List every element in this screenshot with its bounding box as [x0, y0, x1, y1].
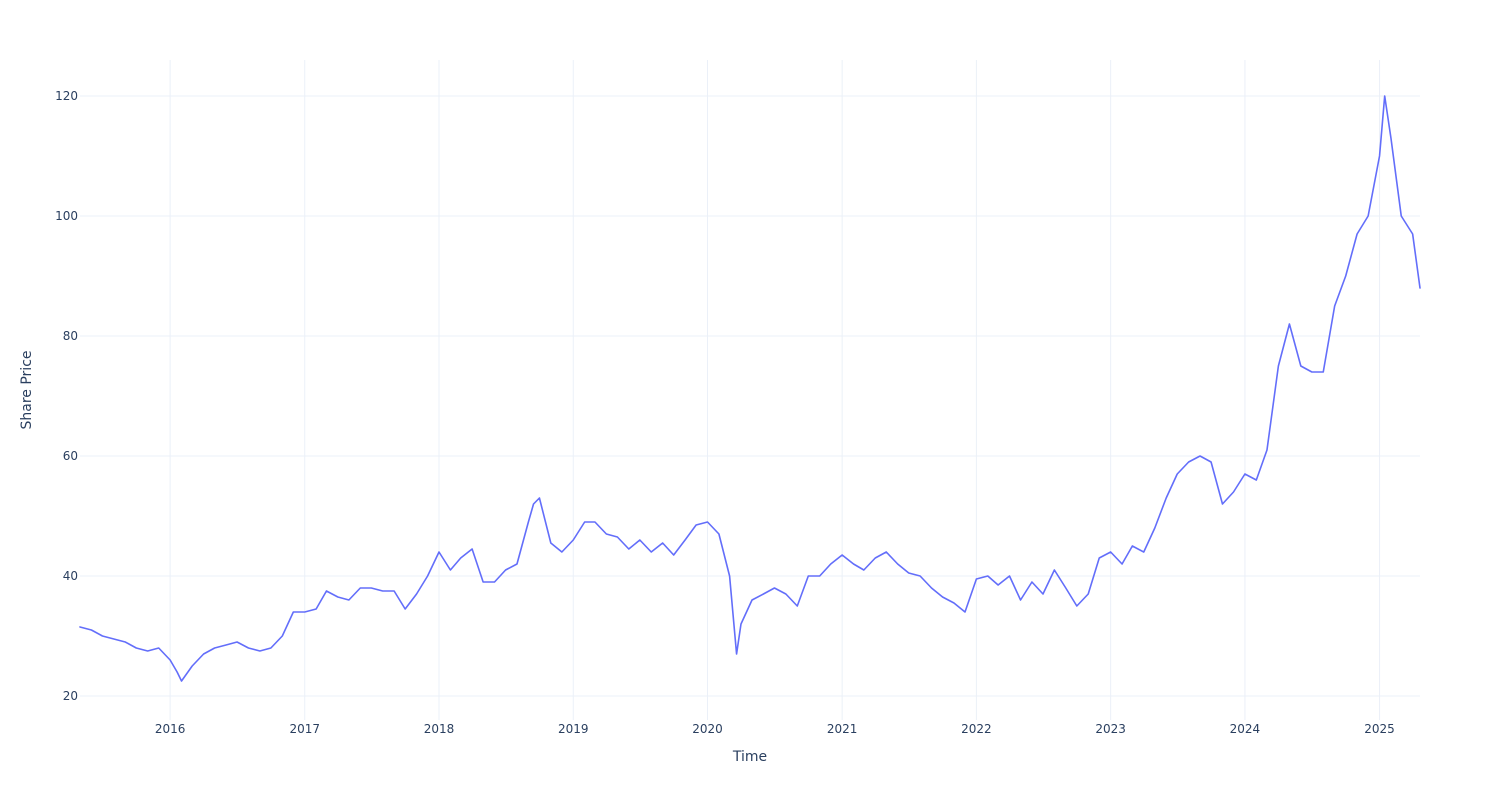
- y-axis-title: Share Price: [19, 350, 35, 429]
- x-gridlines: [169, 60, 1381, 720]
- x-tick-label: 2019: [558, 722, 589, 736]
- x-tick-label: 2023: [1095, 722, 1126, 736]
- y-axis-ticks: 20 40 60 80 100 120: [55, 89, 78, 703]
- y-tick-label: 80: [63, 329, 78, 343]
- y-tick-label: 60: [63, 449, 78, 463]
- series-layer: [79, 95, 1421, 682]
- x-tick-label: 2022: [961, 722, 992, 736]
- x-tick-label: 2018: [424, 722, 455, 736]
- x-axis-title: Time: [732, 749, 767, 765]
- series-line: [79, 95, 1421, 682]
- x-axis-ticks: 2016 2017 2018 2019 2020 2021 2022 2023 2024 2025: [155, 722, 1395, 736]
- x-tick-label: 2025: [1364, 722, 1395, 736]
- y-gridlines: [80, 95, 1420, 697]
- y-tick-label: 40: [63, 569, 78, 583]
- x-tick-label: 2020: [692, 722, 723, 736]
- x-tick-label: 2024: [1230, 722, 1261, 736]
- x-tick-label: 2016: [155, 722, 186, 736]
- y-tick-label: 100: [55, 209, 78, 223]
- y-tick-label: 120: [55, 89, 78, 103]
- x-tick-label: 2017: [289, 722, 320, 736]
- y-tick-label: 20: [63, 689, 78, 703]
- x-tick-label: 2021: [827, 722, 858, 736]
